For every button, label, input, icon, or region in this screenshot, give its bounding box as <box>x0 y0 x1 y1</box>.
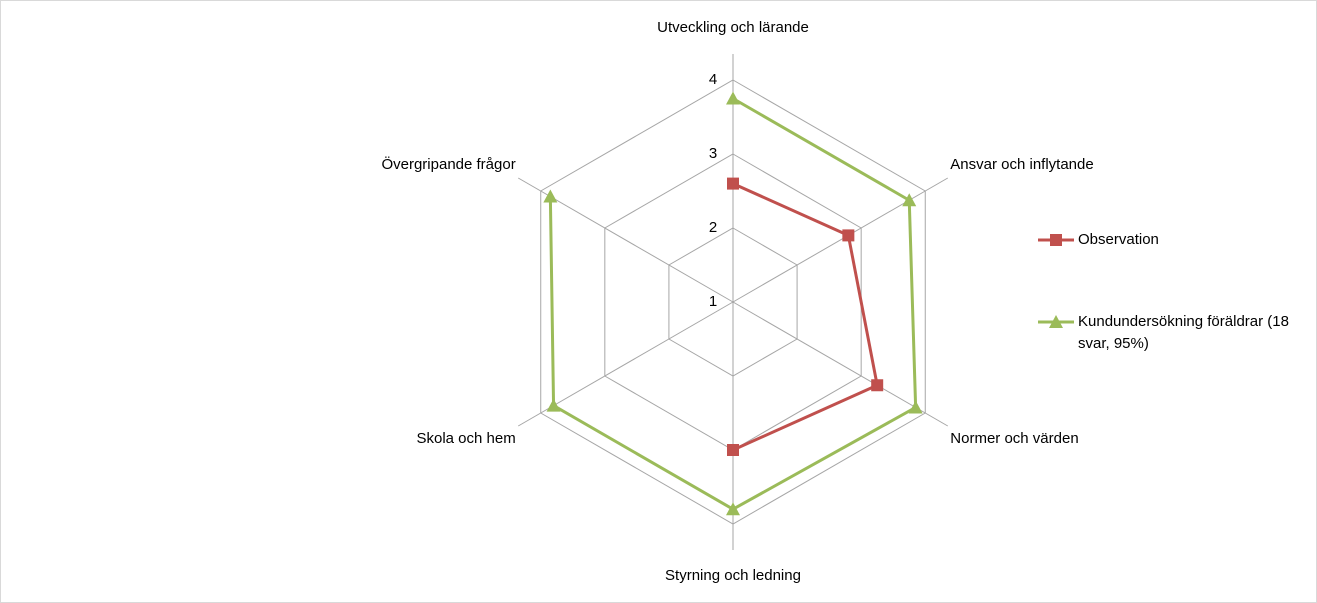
legend-marker <box>1050 234 1062 246</box>
marker <box>727 177 739 190</box>
series-line <box>732 182 879 452</box>
marker <box>726 91 740 105</box>
series-line <box>548 97 918 511</box>
category-label: Normer och värden <box>950 430 1078 447</box>
legend-marker <box>1049 315 1063 328</box>
marker <box>842 229 855 242</box>
marker <box>871 379 884 392</box>
marker <box>908 400 923 414</box>
category-label: Ansvar och inflytande <box>950 156 1093 173</box>
spoke <box>732 301 949 427</box>
r-tick-label: 4 <box>709 71 717 88</box>
r-tick-label: 3 <box>709 145 717 162</box>
category-label: Styrning och ledning <box>665 567 801 584</box>
category-label: Övergripande frågor <box>381 155 515 173</box>
marker <box>902 193 917 207</box>
r-tick-label: 1 <box>709 293 717 310</box>
legend-label: Kundundersökning föräldrar (18 svar, 95%… <box>1078 313 1289 352</box>
category-label: Utveckling och lärande <box>657 19 809 36</box>
marker <box>726 502 740 516</box>
grid-line <box>668 227 798 377</box>
marker <box>727 444 739 456</box>
marker <box>546 398 561 412</box>
category-label: Skola och hem <box>416 430 515 447</box>
grid-line <box>540 79 926 525</box>
marker <box>543 189 558 203</box>
legend-label: Observation <box>1078 231 1159 248</box>
r-tick-label: 2 <box>709 219 717 236</box>
